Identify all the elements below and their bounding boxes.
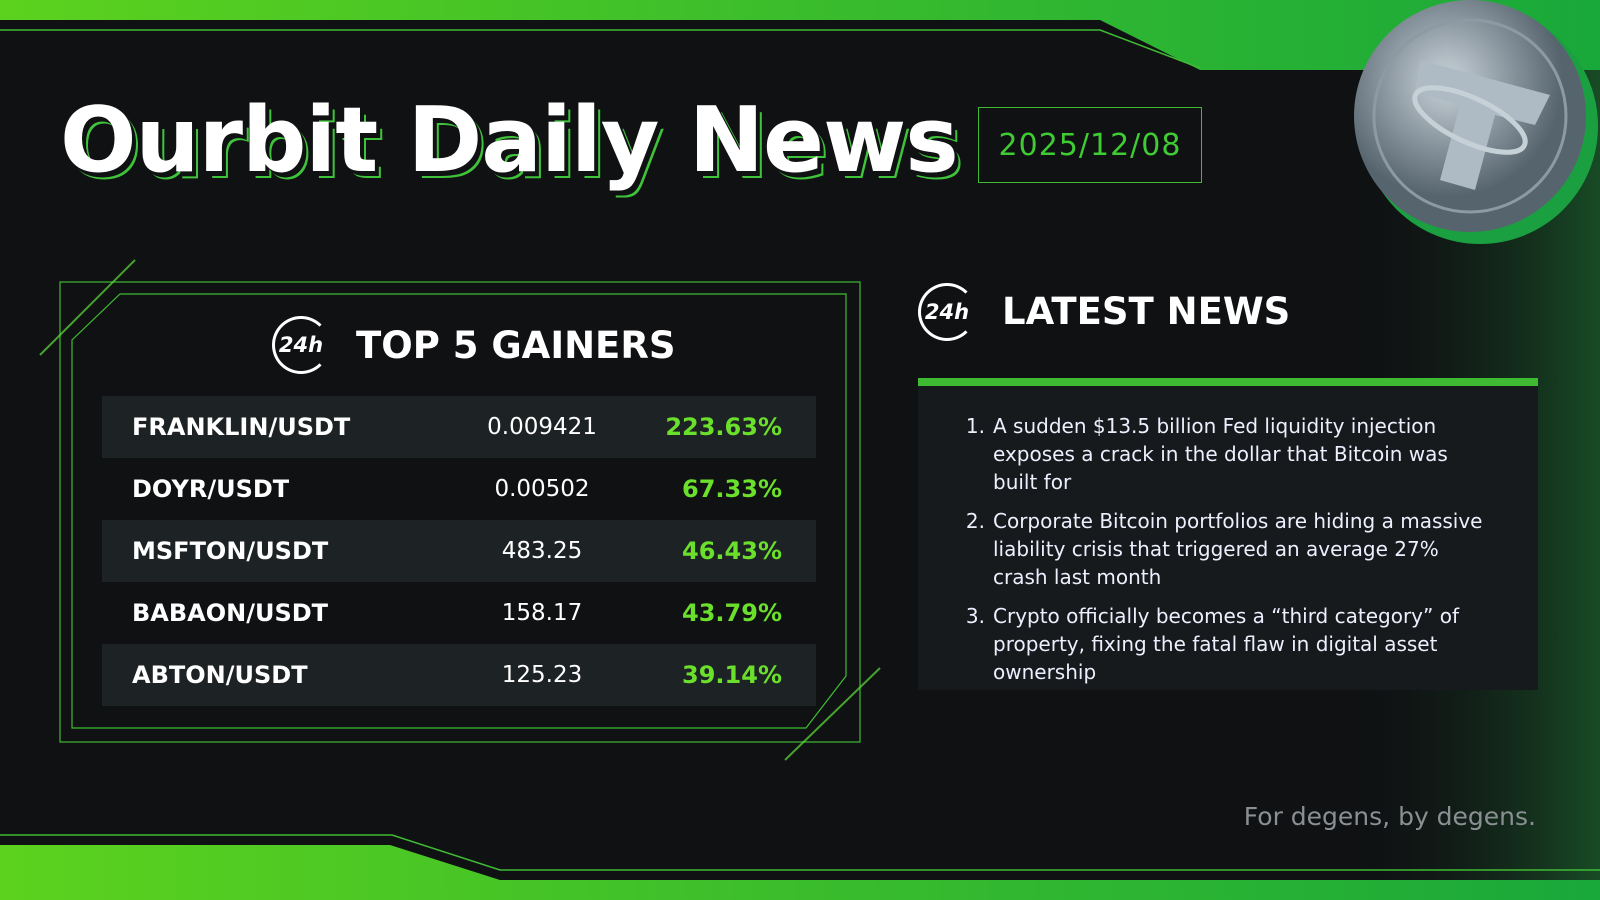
gainer-row: BABAON/USDT 158.17 43.79% [102, 582, 816, 644]
price: 158.17 [501, 600, 583, 626]
change: 223.63% [665, 413, 782, 441]
news-title: LATEST NEWS [1002, 290, 1291, 333]
news-number: 1. [965, 414, 985, 438]
news-number: 2. [965, 509, 985, 533]
gainer-row: FRANKLIN/USDT 0.009421 223.63% [102, 396, 816, 458]
news-number: 3. [965, 604, 985, 628]
gainers-table: FRANKLIN/USDT 0.009421 223.63% DOYR/USDT 0.0… [102, 396, 816, 706]
news-text: A sudden $13.5 billion Fed liquidity inj… [993, 414, 1448, 494]
price: 483.25 [501, 538, 583, 564]
change: 39.14% [682, 661, 782, 689]
price: 0.009421 [487, 414, 597, 440]
icon-24h: 24h [918, 283, 976, 341]
change: 43.79% [682, 599, 782, 627]
gainer-row: MSFTON/USDT 483.25 46.43% [102, 520, 816, 582]
pair: MSFTON/USDT [132, 537, 329, 565]
icon-24h: 24h [272, 316, 330, 374]
news-item: 3. Crypto officially becomes a “third cat… [960, 602, 1490, 686]
price: 125.23 [501, 662, 583, 688]
gainers-title: TOP 5 GAINERS [356, 324, 676, 367]
price: 0.00502 [494, 476, 590, 502]
title: Ourbit Daily News [60, 88, 959, 193]
pair: DOYR/USDT [132, 475, 290, 503]
change: 46.43% [682, 537, 782, 565]
date: 2025/12/08 [978, 107, 1202, 183]
pair: FRANKLIN/USDT [132, 413, 351, 441]
pair: ABTON/USDT [132, 661, 308, 689]
pair: BABAON/USDT [132, 599, 329, 627]
tagline: For degens, by degens. [1243, 802, 1536, 831]
news-text: Corporate Bitcoin portfolios are hiding … [993, 509, 1483, 589]
news-item: 1. A sudden $13.5 billion Fed liquidity i… [960, 412, 1490, 496]
news-item: 2. Corporate Bitcoin portfolios are hidin… [960, 507, 1490, 591]
news-list: 1. A sudden $13.5 billion Fed liquidity i… [918, 378, 1538, 690]
news-text: Crypto officially becomes a “third categ… [993, 604, 1459, 684]
gainer-row: ABTON/USDT 125.23 39.14% [102, 644, 816, 706]
change: 67.33% [682, 475, 782, 503]
gainer-row: DOYR/USDT 0.00502 67.33% [102, 458, 816, 520]
